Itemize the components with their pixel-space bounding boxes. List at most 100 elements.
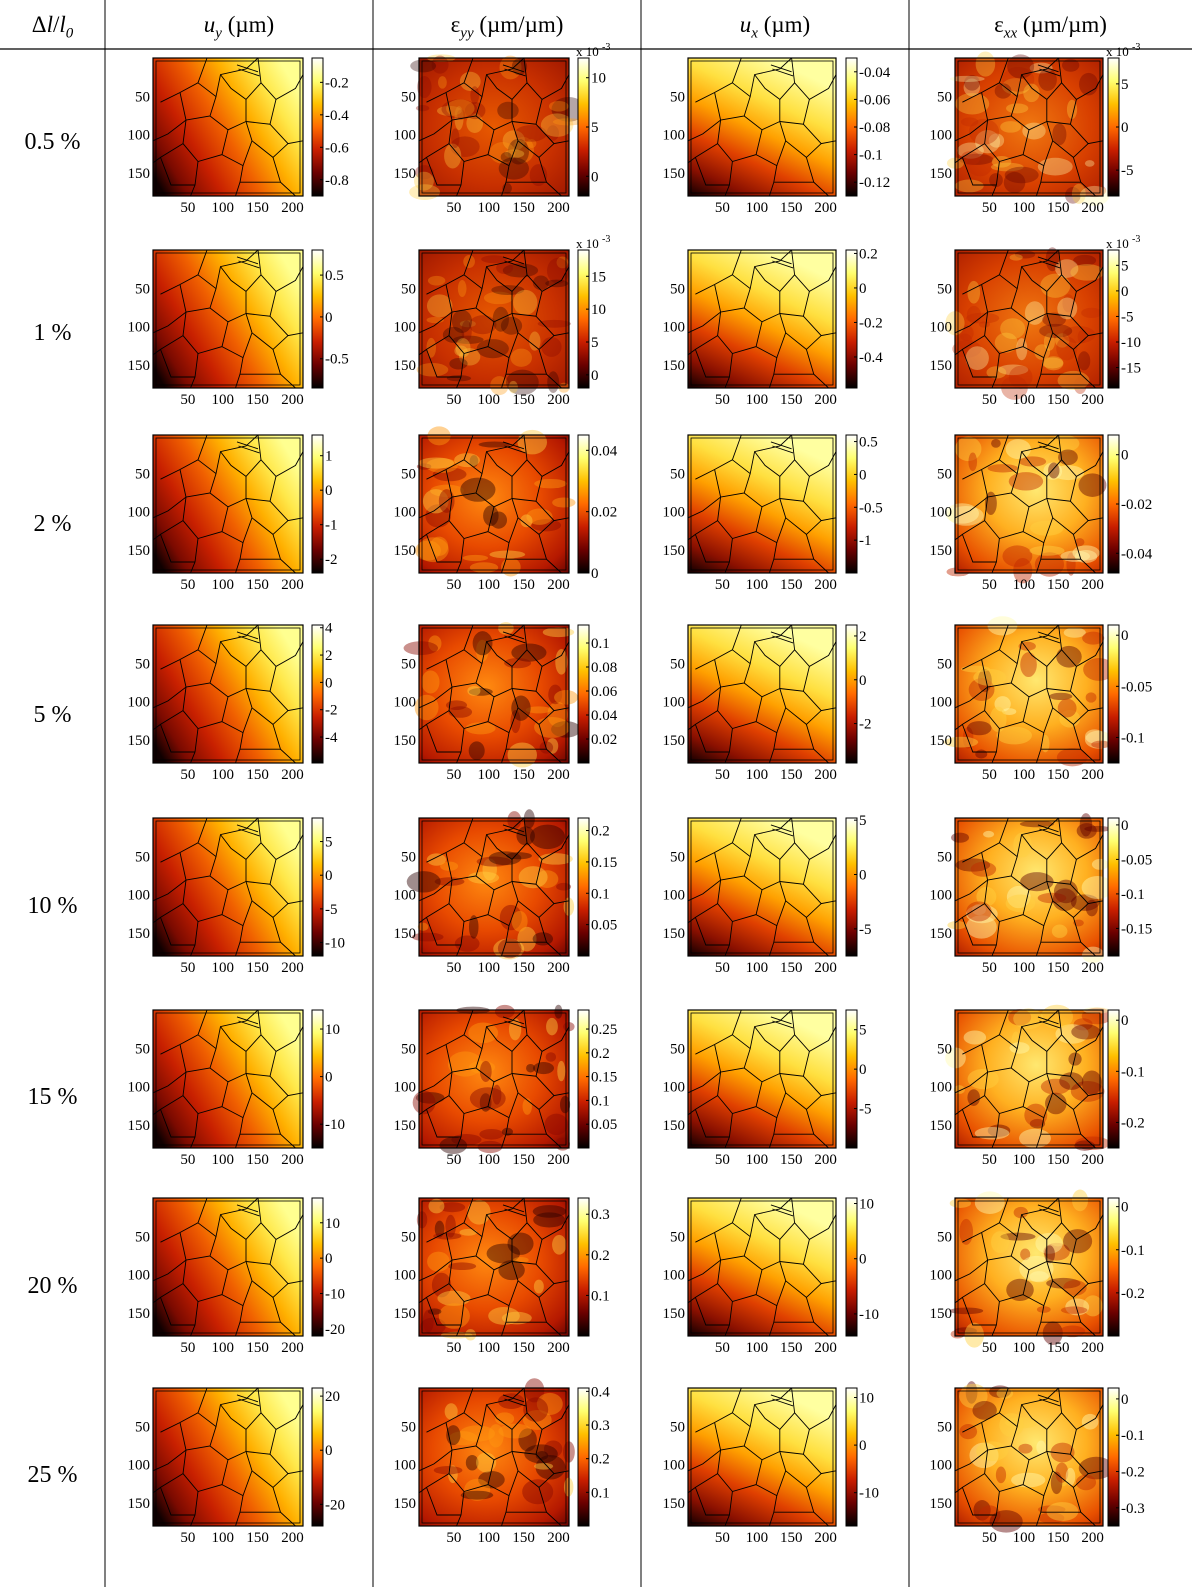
field-texture bbox=[994, 696, 1011, 712]
colorbar-tick-label: 20 bbox=[325, 1389, 340, 1405]
field-texture bbox=[1016, 338, 1028, 361]
inner-frame bbox=[421, 1012, 567, 1146]
plot-frame bbox=[418, 1009, 570, 1149]
colorbar-tick-label: 0.05 bbox=[591, 918, 617, 934]
field-texture bbox=[434, 1220, 445, 1238]
x-tick-label: 100 bbox=[478, 1152, 501, 1168]
inner-frame bbox=[957, 820, 1101, 954]
header-ux: ux (µm) bbox=[739, 12, 811, 42]
plot-frame bbox=[954, 1197, 1104, 1337]
field-texture bbox=[546, 257, 570, 284]
grain-boundary bbox=[772, 635, 794, 644]
plot-frame bbox=[418, 57, 570, 197]
x-tick-label: 50 bbox=[715, 1152, 730, 1168]
y-tick-label: 50 bbox=[937, 1419, 952, 1435]
field-texture bbox=[559, 1095, 571, 1114]
grain-boundary bbox=[502, 1016, 525, 1025]
y-tick-label: 150 bbox=[930, 733, 953, 749]
grain-boundary bbox=[961, 157, 997, 186]
grain-boundary bbox=[418, 469, 453, 519]
x-tick-label: 100 bbox=[212, 392, 235, 408]
plot-frame bbox=[418, 1387, 570, 1527]
field-texture bbox=[488, 1424, 504, 1448]
colorbar-tick-label: -0.05 bbox=[1121, 852, 1152, 868]
grain-boundary bbox=[687, 92, 722, 142]
colorbar-tick-label: -0.1 bbox=[859, 148, 883, 164]
colorbar-tick-label: 0 bbox=[1121, 818, 1129, 834]
inner-frame bbox=[155, 437, 301, 571]
grain-boundary bbox=[770, 1016, 792, 1025]
y-tick-label: 100 bbox=[394, 505, 417, 521]
grain-boundary bbox=[1022, 498, 1054, 544]
colorbar-tick-label: -0.1 bbox=[1121, 730, 1145, 746]
y-tick-label: 100 bbox=[663, 320, 686, 336]
field-texture bbox=[1029, 1271, 1049, 1283]
plot-frame bbox=[152, 1009, 304, 1149]
field-texture bbox=[439, 1137, 468, 1155]
field-texture bbox=[468, 915, 479, 939]
colorbar-tick-label: -2 bbox=[325, 703, 338, 719]
field-texture bbox=[1009, 1042, 1030, 1054]
heatmap-panel-u_x-row1: 50 100 150 50 100 150 200 0.2 0 -0.2 -0.4 bbox=[663, 246, 884, 408]
grain-boundary bbox=[160, 1197, 208, 1243]
field-texture bbox=[1038, 68, 1057, 91]
colorbar-tick-label: -0.1 bbox=[1121, 1243, 1145, 1259]
heatmap-field bbox=[687, 434, 837, 574]
field-texture bbox=[540, 113, 574, 137]
colorbar-tick-label: 10 bbox=[325, 1216, 340, 1232]
field-texture bbox=[524, 1378, 545, 1403]
grain-boundary bbox=[504, 68, 526, 77]
field-texture bbox=[1030, 520, 1064, 536]
colorbar-tick-label: 0 bbox=[325, 483, 333, 499]
grain-boundary bbox=[426, 624, 474, 670]
grain-boundary bbox=[238, 635, 260, 644]
field-texture bbox=[1056, 748, 1088, 767]
plot-frame bbox=[152, 1387, 304, 1527]
grain-boundary bbox=[772, 68, 794, 77]
heatmap-panel-eps_yy-row2: 50 100 150 50 100 150 200 0.04 0.02 0 bbox=[394, 426, 618, 593]
colorbar-tick-label: -0.2 bbox=[859, 315, 883, 331]
grain-boundary bbox=[426, 434, 474, 480]
colorbar-tick-label: 5 bbox=[1121, 258, 1129, 274]
grain-boundary bbox=[694, 349, 730, 378]
grain-boundary bbox=[426, 57, 474, 103]
grain-boundary bbox=[1010, 834, 1048, 891]
header-uy: uy (µm) bbox=[203, 12, 275, 42]
x-tick-label: 50 bbox=[715, 200, 730, 216]
x-tick-label: 150 bbox=[780, 392, 803, 408]
grain-boundary bbox=[236, 441, 259, 450]
plot-frame bbox=[152, 1197, 304, 1337]
colorbar-tick-label: 10 bbox=[591, 71, 606, 87]
y-tick-label: 150 bbox=[128, 1306, 151, 1322]
x-tick-label: 200 bbox=[547, 577, 570, 593]
colorbar-tick-label: 0.15 bbox=[591, 855, 617, 871]
heatmap-field bbox=[687, 1197, 837, 1337]
grain-boundary bbox=[504, 1398, 526, 1407]
row-label-20pct: 20 % bbox=[27, 1273, 78, 1299]
field-texture bbox=[478, 1471, 505, 1489]
field-texture bbox=[945, 503, 979, 524]
y-tick-label: 150 bbox=[128, 543, 151, 559]
field-texture bbox=[504, 149, 525, 159]
y-tick-label: 50 bbox=[670, 656, 685, 672]
colorbar bbox=[845, 1009, 858, 1149]
field-texture bbox=[975, 51, 996, 77]
field-texture bbox=[991, 155, 1012, 168]
field-texture bbox=[1065, 1467, 1076, 1486]
field-texture bbox=[452, 335, 484, 344]
field-texture bbox=[449, 357, 468, 370]
field-texture bbox=[1005, 894, 1036, 913]
x-tick-label: 100 bbox=[478, 767, 501, 783]
grain-boundary bbox=[526, 266, 570, 292]
grain-boundary bbox=[687, 469, 722, 519]
x-tick-label: 200 bbox=[1081, 200, 1104, 216]
y-tick-label: 100 bbox=[394, 128, 417, 144]
grain-boundary bbox=[418, 1422, 453, 1472]
field-texture bbox=[1006, 1278, 1034, 1302]
field-texture bbox=[417, 537, 449, 563]
field-texture bbox=[507, 1232, 534, 1255]
grain-boundary bbox=[238, 1020, 260, 1029]
y-tick-label: 100 bbox=[128, 320, 151, 336]
field-texture bbox=[964, 75, 980, 91]
grain-boundary bbox=[1061, 451, 1104, 477]
